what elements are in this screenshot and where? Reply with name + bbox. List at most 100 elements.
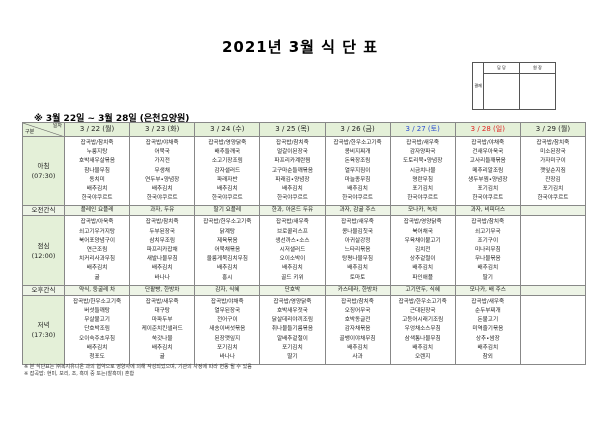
corner-cell: 일자 구분: [22, 122, 65, 137]
menu-item: 토마토: [349, 274, 366, 281]
menu-item: 사과: [352, 354, 363, 361]
snack-cell: [519, 205, 587, 217]
menu-item: 포기김치: [412, 186, 433, 193]
menu-item: 버섯들깨탕: [84, 308, 110, 315]
snack-cell: 과자, 비피더스: [454, 205, 521, 217]
menu-item: 건새우아욱국: [472, 149, 504, 156]
menu-item: 브로콜리스프: [276, 228, 308, 235]
menu-item: 홍시: [222, 274, 233, 281]
snack-cell: 과자, 두유: [129, 205, 196, 217]
menu-item: 잡곡밥/새우죽: [471, 298, 505, 305]
menu-item: 울릉게묵김치무침: [206, 256, 248, 263]
menu-item: 배추김치: [477, 265, 499, 272]
menu-item: 귤: [94, 274, 100, 281]
snack-cell: 카스테라, 한방차: [324, 284, 391, 296]
menu-item: 골뱅이야채무침: [339, 335, 376, 342]
menu-item: 딸기: [287, 354, 298, 361]
menu-item: 파래자반: [217, 176, 238, 183]
menu-item: 오이소박이: [279, 256, 306, 263]
menu-item: 포기김치: [217, 344, 238, 351]
menu-item: 감자채볶음: [344, 326, 371, 333]
snack-cell: 딸기 요플레: [194, 205, 261, 217]
menu-item: 포기김치: [542, 186, 564, 193]
menu-item: 오징어무국: [344, 308, 371, 315]
snack-cell: 한과, 아몬드 두유: [259, 205, 326, 217]
menu-item: 참외: [482, 354, 493, 361]
day-header: 3 / 26 (금): [324, 122, 391, 137]
menu-item: 단호박조림: [84, 326, 110, 333]
menu-item: 골드 키위: [281, 274, 304, 281]
meal-cell: 잡곡밥/한우소고기죽 콩비지찌개 돈육장조림 열무지짐이 마늘종무침 배추김치 한국야쿠르트: [324, 135, 391, 207]
snack-cell: 감자, 식혜: [194, 284, 261, 296]
menu-item: 오렌지: [414, 354, 431, 361]
day-header: 3 / 22 (월): [63, 122, 131, 137]
meal-cell: 잡곡밥/새우죽 순두부찌개 돈불고기 미역줄기볶음 상추•쌈장 배추김치 참외: [454, 294, 521, 366]
menu-item: 호박동글전: [344, 317, 371, 324]
menu-item: 한국야쿠르트: [81, 195, 113, 202]
snack-cell: [519, 284, 587, 296]
menu-item: 돈불고기: [477, 317, 499, 324]
menu-item: 느타리볶음: [344, 247, 371, 254]
menu-item: 잡곡밥/새우죽: [406, 140, 440, 146]
menu-item: 잔장김: [545, 176, 561, 183]
meal-cell: 잡곡밥/영양닭죽 호박새우젓국 닭살데리야끼조림 취나물들기름볶음 알배추겉절이 포기김치…: [259, 294, 326, 366]
menu-item: 마파두부: [151, 317, 173, 324]
menu-item: 미소된장국: [540, 149, 566, 156]
snack-cell: 고기만두, 식혜: [389, 284, 456, 296]
menu-item: 닭계탕: [219, 228, 236, 235]
menu-item: 잡곡밥/야채죽: [471, 140, 505, 146]
menu-item: 무살불고기: [84, 317, 110, 324]
menu-item: 청포도: [89, 354, 105, 361]
menu-item: 상추•쌈장: [475, 335, 500, 342]
menu-item: 잡곡밥/야채죽: [145, 140, 179, 146]
menu-item: 배추김치: [347, 344, 368, 351]
row-label: 점심 (12:00): [22, 215, 65, 286]
meal-cell: 잡곡밥/참치죽 누룽지탕 호박새우살볶음 참나물무침 동치미 배추김치 한국야쿠르트: [63, 135, 131, 207]
menu-item: 감자양파국: [409, 149, 436, 156]
menu-item: 북어포양념구이: [79, 237, 116, 244]
day-header: 3 / 24 (수): [194, 122, 261, 137]
approval-col-staff: 담 당: [483, 62, 520, 74]
menu-item: 어묵국: [154, 149, 170, 156]
menu-item: 시금치나물: [409, 167, 436, 174]
menu-item: 바나나: [219, 354, 236, 361]
menu-item: 배추김치: [282, 186, 303, 193]
day-header: 3 / 28 (일): [454, 122, 521, 137]
meal-row: 저녁 (17:30) 잡곡밥/한우소고기죽 버섯들깨탕 무살불고기 단호박조림 오이숙주초…: [22, 294, 587, 366]
menu-item: 취나물들기름볶음: [271, 326, 314, 333]
approval-side-label: 결재: [472, 62, 484, 110]
meal-cell: 잡곡밥/야채죽 건새우아욱국 고사리들깨볶음 메추리알조림 생두부찜•양념장 포기김치 한국…: [454, 135, 521, 207]
menu-item: 배추김치: [477, 344, 499, 351]
row-label: 아침 (07:30): [22, 135, 65, 207]
menu-item: 새송이버섯볶음: [209, 326, 246, 333]
meal-cell: [519, 294, 587, 366]
meal-cell: 잡곡밥/새우죽 콩나물김칫국 아귀살강정 느타리볶음 탕평나물무침 배추김치 토마토: [324, 215, 391, 286]
meal-cell: 잡곡밥/참치죽 오징어무국 호박동글전 감자채볶음 골뱅이야채무침 배추김치 사과: [324, 294, 391, 366]
menu-item: 명란무침: [412, 176, 433, 183]
menu-item: 삼치무조림: [149, 237, 176, 244]
menu-item: 배추김치: [217, 186, 238, 193]
menu-item: 연근조림: [86, 247, 108, 254]
menu-item: 배추김치: [151, 344, 173, 351]
menu-item: 호박새우젓국: [276, 308, 308, 315]
menu-table: 일자 구분 3 / 22 (월) 3 / 23 (화) 3 / 24 (수) 3 / 25…: [22, 122, 587, 366]
footnote: ※ 본 식단표는 ㈜복지유니온 과의 협약으로 영양사에 의해 작성되었으며, …: [24, 364, 252, 370]
corner-category-label: 구분: [25, 129, 35, 135]
menu-item: 참나물무침: [84, 167, 110, 174]
day-header: 3 / 27 (토): [389, 122, 456, 137]
menu-item: 파프리카계란찜: [274, 158, 311, 165]
menu-item: 전어구이: [217, 317, 238, 324]
menu-item: 고사리들깨볶음: [469, 158, 506, 165]
menu-item: 배추김치: [151, 265, 173, 272]
menu-item: 치커리사과무침: [79, 256, 116, 263]
menu-item: 배추김치: [86, 265, 108, 272]
day-header: 3 / 29 (월): [519, 122, 587, 137]
menu-item: 생선까스•소스: [275, 237, 310, 244]
menu-item: 김치전: [414, 247, 431, 254]
menu-item: 어묵채볶음: [214, 247, 241, 254]
menu-item: 잡곡밥/영양닭죽: [208, 140, 247, 146]
approval-box: 결재 담 당 원 장: [472, 62, 556, 110]
menu-item: 잡곡밥/새우죽: [276, 219, 309, 226]
menu-item: 쑥갓나물: [151, 335, 173, 342]
meal-cell: 잡곡밥/야채죽 어묵국 가지전 무생채 연두부•양념장 배추김치 한국야쿠르트: [129, 135, 196, 207]
